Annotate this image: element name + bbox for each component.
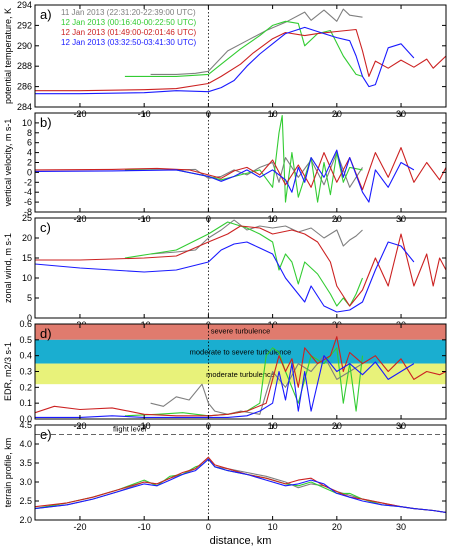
band-label: severe turbulence xyxy=(211,326,271,335)
series-line-2 xyxy=(124,20,363,77)
plot-frame xyxy=(34,112,447,213)
y-tick-label: 3.5 xyxy=(19,458,32,468)
y-tick-label: 0.0 xyxy=(19,414,32,424)
flight-level-label: flight level xyxy=(113,425,147,434)
y-tick-label: 4.5 xyxy=(19,420,32,430)
y-tick-label: 290 xyxy=(17,41,32,51)
y-axis-label: vertical velocity, m s-1 xyxy=(3,119,13,207)
y-tick-label: 10 xyxy=(22,118,32,128)
series-line-3 xyxy=(35,336,446,417)
x-tick-label: 20 xyxy=(332,522,342,532)
y-axis-label: EDR, m2/3 s-1 xyxy=(3,342,13,401)
band-label: moderate to severe turbulence xyxy=(190,348,292,357)
series-line-1 xyxy=(150,219,363,255)
y-tick-label: 0.5 xyxy=(19,335,32,345)
panel-4: severe turbulence moderate to severe turb… xyxy=(3,319,447,431)
x-tick-label: -10 xyxy=(138,522,151,532)
panel-1: -20-100102030284286288290292294potential… xyxy=(3,0,447,119)
series-line-4 xyxy=(35,355,415,418)
x-tick-label: 30 xyxy=(396,522,406,532)
panel-label: c) xyxy=(40,220,51,235)
series-line-1 xyxy=(150,8,363,75)
y-tick-label: 8 xyxy=(27,128,32,138)
panel-label: a) xyxy=(40,7,52,22)
y-tick-label: 284 xyxy=(17,102,32,112)
series-line-2 xyxy=(35,458,446,513)
legend-entry: 12 Jan 2013 (00:16:40-00:22:50 UTC) xyxy=(61,18,197,27)
series-line-3 xyxy=(35,225,446,307)
y-tick-label: 292 xyxy=(17,20,32,30)
y-tick-label: 5 xyxy=(27,293,32,303)
series-line-3 xyxy=(35,28,446,92)
y-tick-label: 15 xyxy=(22,253,32,263)
y-tick-label: -2 xyxy=(24,177,32,187)
y-tick-label: -6 xyxy=(24,197,32,207)
y-tick-label: 4 xyxy=(27,148,32,158)
series-line-4 xyxy=(35,26,415,95)
y-tick-label: 0.2 xyxy=(19,382,32,392)
y-tick-label: 4.0 xyxy=(19,439,32,449)
y-tick-label: 294 xyxy=(17,0,32,10)
x-axis-label: distance, km xyxy=(210,535,272,547)
legend-entry: 12 Jan 2013 (01:49:00-02:01:46 UTC) xyxy=(61,28,197,37)
x-tick-label: 0 xyxy=(206,522,211,532)
series-line-3 xyxy=(35,456,446,513)
panel-3: -20-1001020300510152025zonal wind, m s-1… xyxy=(3,213,447,330)
legend-entry: 11 Jan 2013 (22:31:20-22:39:00 UTC) xyxy=(61,8,196,17)
y-tick-label: 2.5 xyxy=(19,496,32,506)
y-tick-label: 0.3 xyxy=(19,367,32,377)
plot-frame xyxy=(34,217,447,319)
x-tick-label: 10 xyxy=(268,522,278,532)
x-tick-label: -20 xyxy=(73,522,86,532)
y-tick-label: 286 xyxy=(17,82,32,92)
turbulence-band xyxy=(35,324,446,340)
y-tick-label: 0 xyxy=(27,167,32,177)
series-line-4 xyxy=(35,241,415,313)
y-axis-label: terrain profile, km xyxy=(3,438,13,508)
y-tick-label: 20 xyxy=(22,233,32,243)
series-line-2 xyxy=(124,114,363,203)
panel-label: e) xyxy=(40,427,52,442)
y-tick-label: 2.0 xyxy=(19,515,32,525)
series-line-3 xyxy=(35,147,446,191)
y-axis-label: potential temperature, K xyxy=(3,8,13,104)
y-tick-label: 3.0 xyxy=(19,477,32,487)
y-tick-label: 25 xyxy=(22,213,32,223)
series-line-4 xyxy=(35,149,415,203)
y-tick-label: 2 xyxy=(27,158,32,168)
y-tick-label: -4 xyxy=(24,187,32,197)
y-tick-label: 10 xyxy=(22,273,32,283)
series-line-4 xyxy=(35,458,446,513)
turbulence-band xyxy=(35,339,446,364)
plot-frame xyxy=(34,4,447,108)
band-label: moderate turbulence xyxy=(206,370,275,379)
y-tick-label: 0.6 xyxy=(19,319,32,329)
y-tick-label: 0 xyxy=(27,313,32,323)
y-tick-label: 288 xyxy=(17,61,32,71)
panel-label: b) xyxy=(40,115,52,130)
legend-entry: 12 Jan 2013 (03:32:50-03:41:30 UTC) xyxy=(61,38,197,47)
series-line-1 xyxy=(35,456,446,513)
series-line-2 xyxy=(124,221,364,307)
plot-frame xyxy=(34,424,447,521)
y-axis-label: zonal wind, m s-1 xyxy=(3,233,13,303)
panel-5: flight level -20 -10 0 10 20 30 2.0 2.5 3.0 3.5 4.0… xyxy=(3,420,447,547)
series-line-1 xyxy=(150,355,363,415)
panel-label: d) xyxy=(40,326,52,341)
y-tick-label: 0.4 xyxy=(19,351,32,361)
y-tick-label: -8 xyxy=(24,207,32,217)
y-tick-label: 6 xyxy=(27,138,32,148)
y-tick-label: 0.1 xyxy=(19,398,32,408)
